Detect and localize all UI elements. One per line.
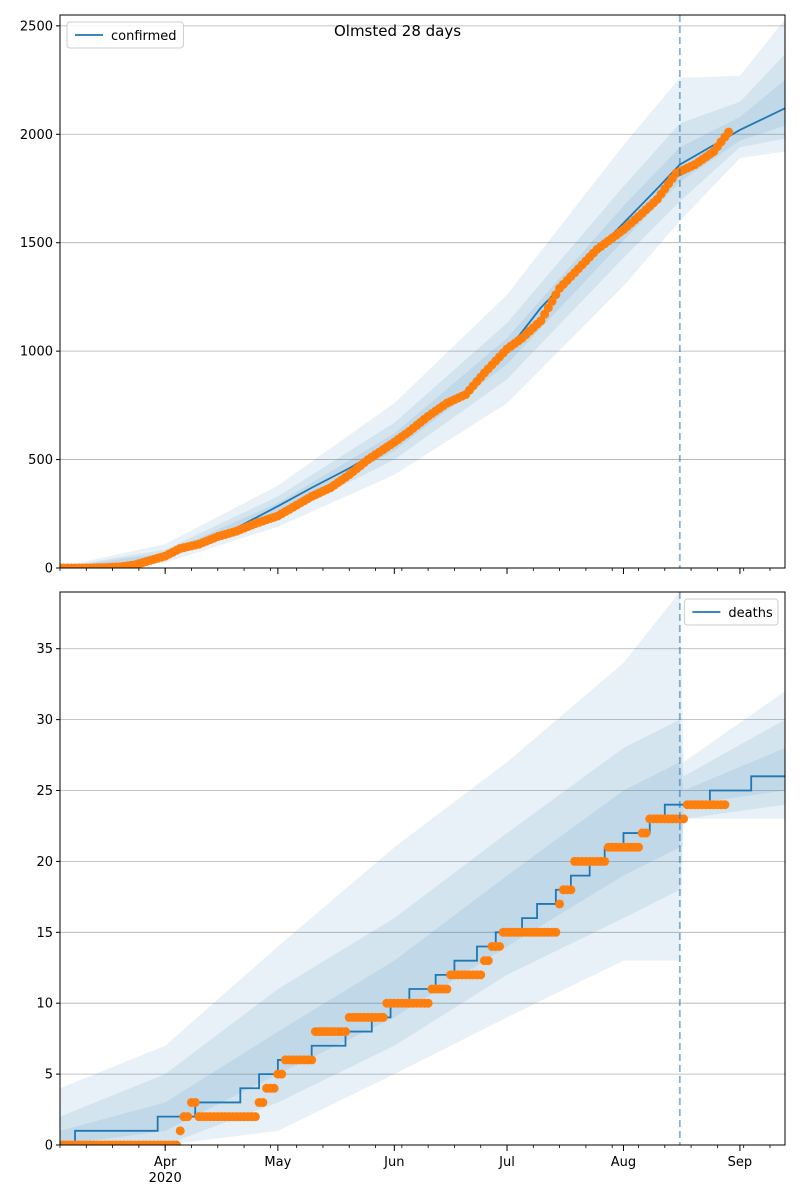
y-tick-label: 25 (36, 784, 53, 799)
uncertainty-band-middle (60, 719, 785, 1145)
uncertainty-band-inner (60, 80, 785, 568)
legend-label: deaths (728, 606, 773, 621)
observed-point (277, 1069, 287, 1079)
observed-point (340, 1027, 350, 1037)
observed-point (540, 309, 550, 319)
uncertainty-band-outer (60, 592, 785, 1145)
plot-area (60, 592, 785, 1145)
x-tick-label: Jul (498, 1155, 515, 1170)
observed-point (250, 1112, 260, 1122)
observed-point (543, 303, 553, 313)
observed-point (175, 1126, 185, 1136)
observed-point (679, 814, 689, 824)
observed-point (600, 856, 610, 866)
y-tick-label: 0 (45, 562, 53, 577)
y-tick-label: 500 (28, 453, 53, 468)
observed-point (641, 828, 651, 838)
observed-point (566, 885, 576, 895)
observed-point (555, 899, 565, 909)
y-tick-label: 15 (36, 926, 53, 941)
observed-point (307, 1055, 317, 1065)
confirmed-chart-panel: 0 500 1000 1500 2000 2500 Olmsted 28 days confi… (20, 14, 786, 577)
y-tick-label: 1000 (20, 345, 53, 360)
y-tick-label: 20 (36, 855, 53, 870)
legend-box (66, 21, 184, 49)
legend-box (683, 598, 779, 626)
observed-point (551, 290, 561, 300)
x-tick-label: Jun (383, 1155, 404, 1170)
observed-point (171, 1140, 181, 1145)
observed-point (442, 984, 452, 994)
observed-point (633, 842, 643, 852)
legend-label: confirmed (111, 29, 177, 44)
observed-point (536, 316, 546, 326)
observed-point (495, 941, 505, 951)
uncertainty-band-inner (60, 747, 785, 1145)
y-tick-label: 0 (45, 1139, 53, 1154)
observed-point (476, 970, 486, 980)
observed-point (720, 800, 730, 810)
x-tick-label: Aug (611, 1155, 636, 1170)
y-tick-label: 2000 (20, 128, 53, 143)
observed-point (551, 927, 561, 937)
uncertainty-band-outer (60, 19, 785, 568)
axes-frame (59, 591, 786, 1146)
plot-area (60, 19, 785, 568)
observed-point (269, 1083, 279, 1093)
observed-point (378, 1012, 388, 1022)
observed-point (183, 1112, 193, 1122)
observed-point (724, 127, 734, 137)
observed-point (547, 296, 557, 306)
y-tick-label: 2500 (20, 19, 53, 34)
observed-point (258, 1097, 268, 1107)
y-tick-label: 35 (36, 642, 53, 657)
observed-points (60, 800, 730, 1145)
y-tick-label: 10 (36, 997, 53, 1012)
x-tick-label: May (264, 1155, 291, 1170)
x-tick-label: Apr (154, 1155, 177, 1170)
chart-title: Olmsted 28 days (334, 22, 461, 40)
observed-point (190, 1097, 200, 1107)
axes-frame (59, 14, 786, 569)
y-tick-label: 5 (45, 1068, 53, 1083)
observed-point (483, 956, 493, 966)
x-tick-year-label: 2020 (149, 1171, 182, 1186)
y-tick-label: 30 (36, 713, 53, 728)
y-tick-label: 1500 (20, 236, 53, 251)
observed-point (423, 998, 433, 1008)
uncertainty-band-middle (60, 54, 785, 568)
observed-points (60, 127, 734, 568)
x-tick-label: Sep (728, 1155, 753, 1170)
